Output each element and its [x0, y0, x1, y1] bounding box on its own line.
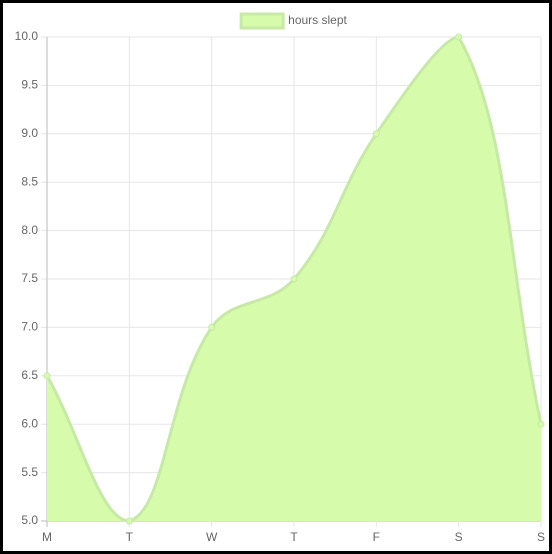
point — [455, 33, 463, 41]
y-tick-label: 5.5 — [21, 465, 38, 479]
y-tick-label: 7.0 — [21, 320, 38, 334]
y-tick-label: 5.0 — [21, 513, 38, 527]
y-tick-label: 6.5 — [21, 368, 38, 382]
point — [208, 323, 216, 331]
y-tick-label: 9.0 — [21, 126, 38, 140]
legend-swatch[interactable] — [239, 12, 285, 30]
y-tick-label: 8.0 — [21, 223, 38, 237]
x-tick-label: T — [126, 530, 134, 544]
point — [290, 275, 298, 283]
y-tick-label: 10.0 — [15, 29, 39, 43]
x-tick-label: W — [206, 530, 218, 544]
y-tick-label: 6.0 — [21, 416, 38, 430]
x-tick-label: M — [42, 530, 52, 544]
point — [372, 130, 380, 138]
point — [125, 517, 133, 525]
point — [43, 372, 51, 380]
x-tick-label: S — [455, 530, 463, 544]
y-tick-label: 7.5 — [21, 271, 38, 285]
x-tick-label: F — [373, 530, 380, 544]
legend-label[interactable]: hours slept — [288, 13, 347, 27]
point — [537, 420, 545, 428]
y-tick-label: 9.5 — [21, 78, 38, 92]
x-tick-label: T — [290, 530, 298, 544]
y-tick-label: 8.5 — [21, 174, 38, 188]
x-tick-label: S — [537, 530, 545, 544]
